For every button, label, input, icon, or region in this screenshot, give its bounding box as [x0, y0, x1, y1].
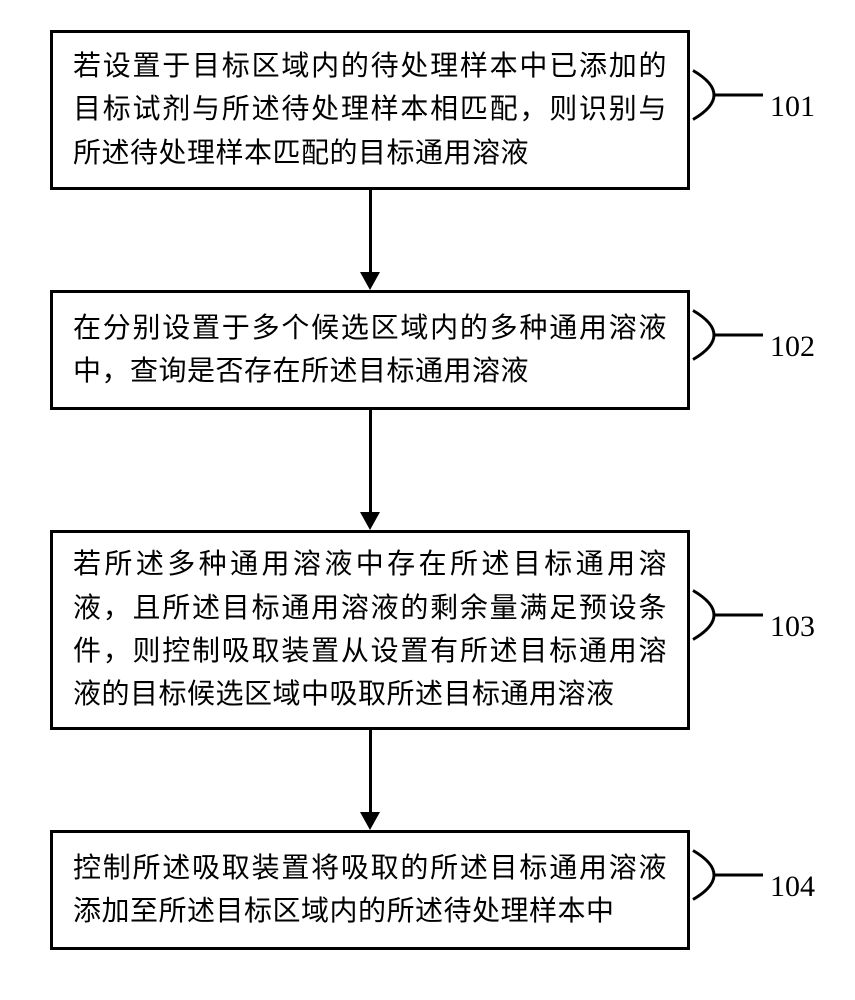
flow-node-103: 若所述多种通用溶液中存在所述目标通用溶液，且所述目标通用溶液的剩余量满足预设条件… — [50, 530, 690, 730]
flow-node-text: 若所述多种通用溶液中存在所述目标通用溶液，且所述目标通用溶液的剩余量满足预设条件… — [73, 543, 667, 717]
step-label-103: 103 — [770, 610, 815, 644]
arrow-line — [369, 410, 372, 512]
step-label-102: 102 — [770, 330, 815, 364]
flow-node-text: 若设置于目标区域内的待处理样本中已添加的目标试剂与所述待处理样本相匹配，则识别与… — [73, 45, 667, 175]
leader-curve — [693, 300, 763, 370]
leader-curve — [693, 60, 763, 130]
arrow-head-icon — [360, 512, 380, 530]
flow-node-text: 控制所述吸取装置将吸取的所述目标通用溶液添加至所述目标区域内的所述待处理样本中 — [73, 847, 667, 934]
arrow-line — [369, 730, 372, 812]
flow-node-text: 在分别设置于多个候选区域内的多种通用溶液中，查询是否存在所述目标通用溶液 — [73, 307, 667, 394]
step-label-101: 101 — [770, 90, 815, 124]
leader-curve — [693, 840, 763, 910]
flow-node-104: 控制所述吸取装置将吸取的所述目标通用溶液添加至所述目标区域内的所述待处理样本中 — [50, 830, 690, 950]
step-label-104: 104 — [770, 870, 815, 904]
flow-node-101: 若设置于目标区域内的待处理样本中已添加的目标试剂与所述待处理样本相匹配，则识别与… — [50, 30, 690, 190]
leader-curve — [693, 580, 763, 650]
arrow-line — [369, 190, 372, 272]
flowchart-canvas: 若设置于目标区域内的待处理样本中已添加的目标试剂与所述待处理样本相匹配，则识别与… — [0, 0, 855, 1000]
arrow-head-icon — [360, 272, 380, 290]
flow-node-102: 在分别设置于多个候选区域内的多种通用溶液中，查询是否存在所述目标通用溶液 — [50, 290, 690, 410]
arrow-head-icon — [360, 812, 380, 830]
